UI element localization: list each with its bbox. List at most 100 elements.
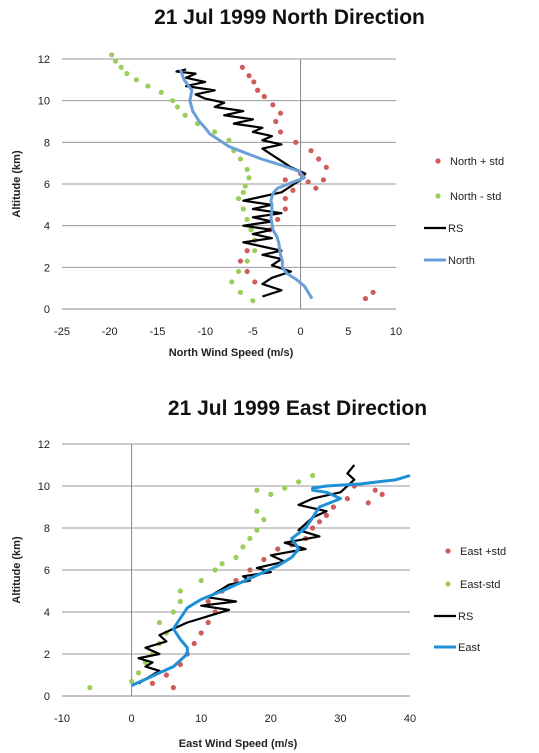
data-point-east-std-east (191, 640, 197, 647)
x-tick-label-north: -15 (149, 326, 165, 338)
data-point-east-std-east (129, 678, 135, 684)
data-point-north-std-north (282, 195, 288, 202)
data-point-east-std-east (170, 685, 176, 691)
data-point-east-std-east (177, 598, 183, 605)
data-point-east-std-east (344, 496, 350, 502)
data-point-north-std-north (244, 268, 250, 275)
legend-label-north-north: North (448, 255, 475, 267)
data-point-north-std-north (212, 129, 218, 135)
data-point-north-std-north (316, 156, 322, 162)
data-point-east-std-east (240, 544, 246, 550)
data-point-east-std-east (170, 609, 176, 615)
y-tick-label-north: 2 (44, 262, 50, 274)
y-tick-label-east: 8 (44, 523, 50, 535)
data-point-east-std-east (316, 519, 323, 525)
data-point-north-std-north (248, 227, 254, 233)
x-tick-label-north: 5 (345, 326, 351, 338)
x-axis-label-east: East Wind Speed (m/s) (179, 738, 298, 750)
data-point-north-std-north (112, 58, 119, 64)
chart-title-east: 21 Jul 1999 East Direction (167, 397, 428, 420)
x-tick-label-north: 10 (390, 326, 402, 338)
data-point-north-std-north (244, 166, 250, 173)
x-tick-label-east: 30 (334, 713, 346, 725)
data-point-east-std-east (247, 567, 253, 573)
y-tick-label-east: 4 (44, 607, 50, 619)
data-point-east-std-east (212, 567, 218, 573)
data-point-north-std-north (240, 189, 246, 195)
data-point-east-std-east (254, 487, 260, 493)
x-tick-label-east: 40 (404, 713, 416, 725)
data-point-north-std-north (255, 87, 261, 93)
data-point-east-std-east (254, 508, 260, 514)
data-point-north-std-north (313, 185, 319, 191)
x-tick-label-east: 10 (195, 713, 207, 725)
data-point-north-std-north (237, 289, 244, 295)
data-point-east-std-east (233, 577, 239, 584)
data-point-east-std-east (309, 525, 316, 531)
data-point-north-std-north (170, 98, 176, 104)
data-point-east-std-east (135, 670, 142, 676)
legend-label-east-std-east: East-std (460, 579, 500, 591)
legend-marker-north-std-north (435, 158, 441, 164)
data-point-north-std-north (244, 248, 250, 254)
data-point-east-std-east (233, 554, 239, 561)
data-point-east-std-east (198, 577, 204, 584)
y-tick-label-north: 8 (44, 137, 50, 149)
data-point-north-std-north (246, 73, 252, 79)
data-point-north-std-north (290, 187, 296, 193)
series-line-north-north (178, 68, 314, 300)
data-point-north-std-north (239, 64, 245, 70)
data-point-north-std-north (229, 279, 235, 285)
data-point-north-std-north (293, 139, 299, 145)
y-axis-label-north: Altitude (km) (11, 150, 23, 218)
legend-label-east-east: East (458, 642, 480, 654)
data-point-north-std-north (275, 216, 281, 223)
data-point-north-std-north (235, 268, 242, 275)
chart-title-north: 21 Jul 1999 North Direction (154, 6, 425, 29)
legend-label-east-std-east: East +std (460, 546, 506, 558)
data-point-east-std-east (261, 517, 267, 523)
y-tick-label-east: 6 (44, 565, 50, 577)
data-point-north-std-north (270, 102, 276, 108)
y-tick-label-east: 10 (38, 481, 50, 493)
y-tick-label-north: 6 (44, 179, 50, 191)
data-point-north-std-north (182, 112, 188, 118)
data-point-north-std-north (282, 177, 288, 183)
data-point-north-std-north (252, 248, 258, 254)
data-point-north-std-north (362, 295, 369, 302)
y-tick-label-north: 12 (38, 54, 50, 66)
data-point-north-std-north (251, 79, 257, 85)
data-point-north-std-north (244, 258, 250, 264)
data-point-east-std-east (163, 672, 169, 678)
data-point-north-std-north (158, 89, 164, 95)
legend-label-north-std-north: North + std (450, 156, 504, 168)
data-point-north-std-north (305, 179, 311, 185)
x-tick-label-east: -10 (54, 713, 70, 725)
y-tick-label-east: 2 (44, 649, 50, 661)
y-tick-label-north: 0 (44, 304, 50, 316)
data-point-east-std-east (296, 479, 302, 485)
data-point-east-std-east (247, 535, 253, 542)
data-point-north-std-north (282, 206, 288, 212)
data-point-north-std-north (118, 64, 124, 70)
series-line-east-east (130, 474, 411, 687)
data-point-east-std-east (156, 619, 163, 626)
data-point-east-std-east (205, 619, 211, 626)
data-point-north-std-north (235, 195, 242, 202)
legend-marker-north-std-north (435, 193, 441, 199)
data-point-north-std-north (273, 118, 279, 125)
data-point-north-std-north (226, 137, 232, 143)
legend-label-rs-north: RS (448, 223, 463, 235)
data-point-north-std-north (237, 258, 244, 264)
x-tick-label-north: -25 (54, 326, 70, 338)
y-axis-label-east: Altitude (km) (11, 536, 23, 604)
data-point-north-std-north (246, 175, 252, 181)
data-point-east-std-east (219, 561, 225, 567)
data-point-east-std-east (268, 491, 274, 497)
data-point-north-std-north (124, 70, 130, 77)
data-point-east-std-east (365, 500, 371, 506)
data-point-east-std-east (149, 680, 156, 687)
y-tick-label-north: 4 (44, 221, 50, 233)
x-tick-label-north: 0 (298, 326, 304, 338)
